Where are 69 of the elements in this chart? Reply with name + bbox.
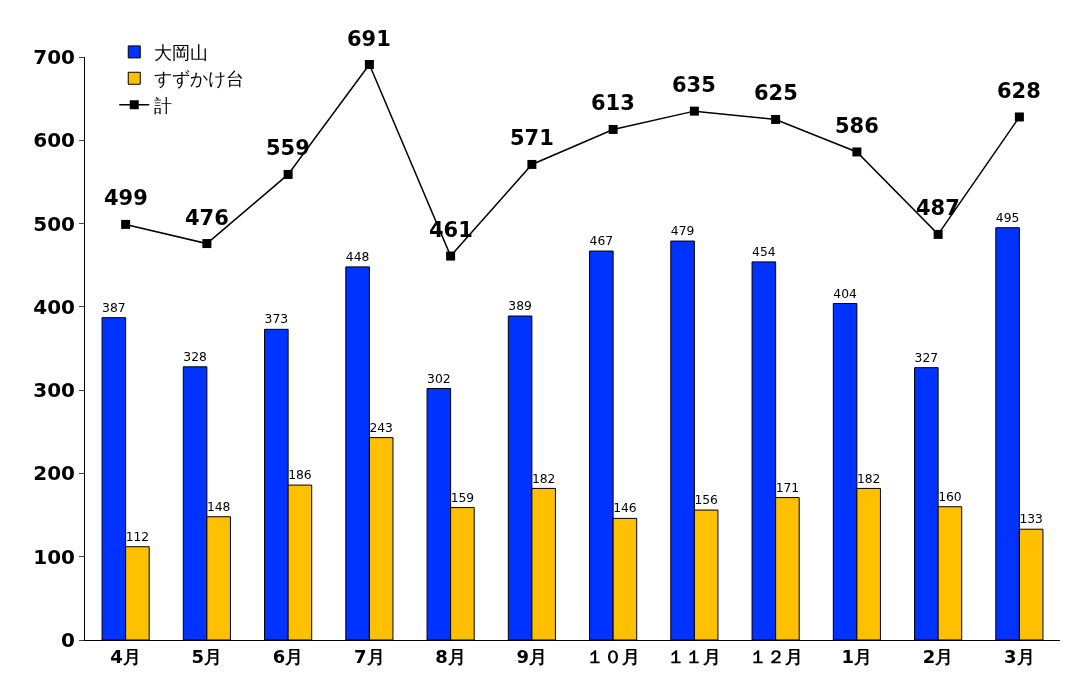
data-label: 243	[369, 420, 393, 435]
data-label: 160	[938, 489, 962, 504]
point	[689, 106, 699, 116]
point	[283, 169, 293, 179]
data-label: 302	[427, 371, 451, 386]
data-label: 467	[589, 234, 614, 249]
point	[527, 159, 537, 169]
data-label: 182	[856, 471, 881, 486]
data-label: 182	[531, 471, 556, 486]
data-label: 387	[102, 300, 126, 315]
data-label: 448	[345, 249, 370, 264]
x-tick-label: 7月	[354, 645, 385, 667]
data-label: 586	[835, 114, 879, 138]
x-tick-label: 5月	[191, 645, 223, 667]
data-label: 559	[266, 136, 310, 160]
point	[446, 251, 456, 261]
x-tick-label: 9月	[516, 645, 548, 667]
data-label: 148	[206, 499, 231, 514]
data-label: 635	[672, 73, 716, 97]
data-label: 479	[670, 224, 695, 239]
point	[933, 229, 943, 239]
data-label: 112	[125, 529, 150, 544]
y-tick-label: 300	[33, 378, 75, 403]
x-tick-label: 4月	[110, 645, 141, 667]
point	[121, 219, 131, 229]
point	[852, 147, 862, 157]
data-label: 186	[288, 468, 312, 483]
y-tick-label: 0	[61, 628, 75, 652]
data-label: 404	[833, 286, 858, 301]
y-tick-label: 700	[33, 45, 75, 69]
point	[608, 124, 618, 134]
x-tick-label: 3月	[1004, 645, 1035, 667]
data-label: 495	[995, 210, 1020, 225]
x-tick-label: 1月	[841, 645, 873, 667]
data-label: 327	[914, 350, 939, 365]
point	[1014, 112, 1024, 122]
y-tick-label: 600	[33, 128, 75, 153]
data-label: 476	[185, 206, 229, 230]
y-tick-label: 500	[33, 211, 75, 236]
x-tick-label: １２月	[748, 645, 803, 667]
data-label: 571	[510, 126, 554, 150]
data-label: 373	[264, 312, 289, 327]
x-tick-label: 6月	[272, 645, 304, 667]
legend-label: すずかけ台	[154, 68, 245, 90]
x-tick-label: 2月	[922, 645, 954, 667]
data-label: 171	[775, 480, 800, 495]
legend-label: 計	[154, 94, 173, 116]
data-label: 625	[754, 81, 798, 105]
y-tick-label: 100	[33, 544, 75, 569]
data-label: 328	[183, 349, 207, 364]
point	[771, 114, 781, 124]
point	[202, 239, 212, 249]
data-label: 389	[508, 299, 532, 314]
data-label: 146	[613, 501, 637, 516]
x-tick-label: １０月	[586, 645, 641, 667]
data-label: 133	[1019, 512, 1043, 527]
data-label: 691	[347, 27, 391, 51]
x-tick-label: １１月	[667, 645, 722, 667]
x-tick-label: 8月	[435, 645, 466, 667]
data-label: 628	[997, 79, 1041, 103]
data-label: 499	[104, 186, 148, 210]
data-label: 613	[591, 91, 635, 115]
legend-label: 大岡山	[154, 41, 209, 63]
data-label: 454	[752, 244, 776, 259]
data-label: 159	[450, 490, 475, 505]
y-tick-label: 200	[33, 461, 75, 486]
data-label: 156	[694, 493, 719, 508]
point	[364, 60, 374, 69]
y-tick-label: 400	[33, 294, 75, 319]
